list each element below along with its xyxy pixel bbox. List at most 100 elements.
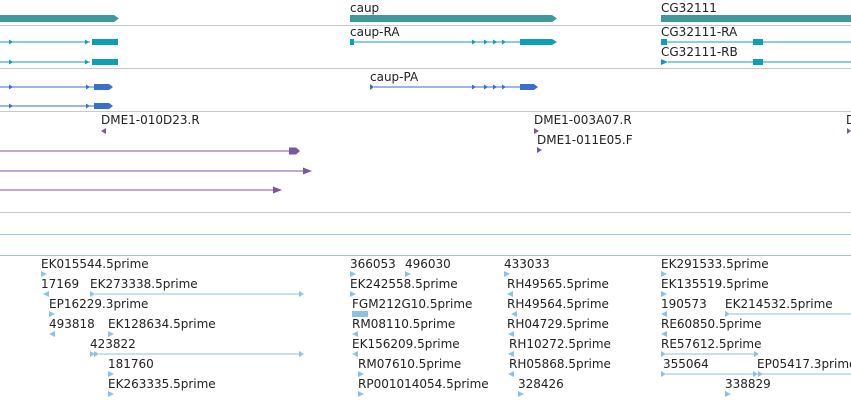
est-marker[interactable] bbox=[508, 351, 514, 357]
clone-track bbox=[0, 128, 851, 194]
est-marker[interactable] bbox=[661, 331, 667, 337]
transcript-label-cg32111-rb[interactable]: CG32111-RB bbox=[661, 45, 738, 59]
transcript-label-cg32111-ra[interactable]: CG32111-RA bbox=[661, 25, 738, 39]
est-marker[interactable] bbox=[108, 371, 114, 377]
est-label[interactable]: EP16229.3prime bbox=[49, 297, 149, 311]
est-feature[interactable] bbox=[90, 351, 304, 357]
est-label[interactable]: RE60850.5prime bbox=[661, 317, 762, 331]
clone-end-marker[interactable] bbox=[534, 128, 539, 134]
gene-feature[interactable] bbox=[0, 15, 119, 22]
transcript-caup-ra[interactable] bbox=[350, 39, 557, 45]
protein-feature[interactable] bbox=[0, 103, 113, 109]
est-label[interactable]: RH49564.5prime bbox=[507, 297, 609, 311]
est-marker[interactable] bbox=[352, 311, 368, 317]
est-label[interactable]: RH10272.5prime bbox=[509, 337, 611, 351]
clone-feature[interactable] bbox=[0, 186, 282, 194]
est-label[interactable]: EP05417.3prime bbox=[757, 357, 851, 371]
clone-end-marker[interactable] bbox=[537, 147, 542, 153]
transcript-cg32111-rb[interactable] bbox=[661, 59, 851, 65]
clone-label[interactable]: DME1-011E05.F bbox=[537, 133, 633, 147]
est-marker[interactable] bbox=[508, 371, 514, 377]
clone-label[interactable]: DME1-003A07.R bbox=[534, 113, 632, 127]
est-label[interactable]: EK156209.5prime bbox=[352, 337, 460, 351]
est-feature[interactable] bbox=[90, 291, 304, 297]
est-label[interactable]: 181760 bbox=[108, 357, 154, 371]
est-label[interactable]: 355064 bbox=[663, 357, 709, 371]
est-label[interactable]: RM08110.5prime bbox=[352, 317, 456, 331]
est-label[interactable]: RH49565.5prime bbox=[507, 277, 609, 291]
est-marker[interactable] bbox=[49, 311, 55, 317]
est-label[interactable]: 493818 bbox=[49, 317, 95, 331]
est-label[interactable]: RH04729.5prime bbox=[507, 317, 609, 331]
clone-end-marker[interactable] bbox=[847, 128, 851, 134]
est-marker[interactable] bbox=[518, 391, 524, 397]
est-marker[interactable] bbox=[508, 331, 514, 337]
est-marker[interactable] bbox=[352, 331, 358, 337]
est-label[interactable]: EK291533.5prime bbox=[661, 257, 769, 271]
track-separator bbox=[0, 111, 851, 112]
est-label[interactable]: EK273338.5prime bbox=[90, 277, 198, 291]
transcript-feature[interactable] bbox=[0, 59, 118, 65]
est-marker[interactable] bbox=[108, 391, 114, 397]
clone-label[interactable]: D bbox=[846, 113, 851, 127]
est-marker[interactable] bbox=[350, 291, 356, 297]
est-label[interactable]: EK263335.5prime bbox=[108, 377, 216, 391]
est-label[interactable]: 328426 bbox=[518, 377, 564, 391]
est-label[interactable]: EK135519.5prime bbox=[661, 277, 769, 291]
est-track bbox=[41, 271, 851, 397]
est-feature[interactable] bbox=[661, 351, 759, 357]
track-separator bbox=[0, 234, 851, 235]
transcript-label-caup-ra[interactable]: caup-RA bbox=[350, 25, 400, 39]
est-label[interactable]: 433033 bbox=[504, 257, 550, 271]
gene-feature-caup[interactable] bbox=[350, 15, 557, 22]
est-label[interactable]: EK128634.5prime bbox=[108, 317, 216, 331]
transcript-feature[interactable] bbox=[0, 39, 118, 45]
est-label[interactable]: EK242558.5prime bbox=[350, 277, 458, 291]
est-label[interactable]: 366053 bbox=[350, 257, 396, 271]
est-label[interactable]: RH05868.5prime bbox=[509, 357, 611, 371]
est-feature[interactable] bbox=[661, 371, 851, 377]
est-marker[interactable] bbox=[661, 291, 667, 297]
est-marker[interactable] bbox=[507, 291, 513, 297]
protein-caup-pa[interactable] bbox=[370, 84, 538, 90]
clone-feature[interactable] bbox=[0, 167, 312, 175]
est-marker[interactable] bbox=[49, 331, 55, 337]
clone-feature[interactable] bbox=[0, 147, 300, 155]
transcript-cg32111-ra[interactable] bbox=[661, 39, 851, 45]
transcript-track bbox=[0, 39, 851, 65]
gene-feature-cg32111[interactable] bbox=[661, 15, 851, 22]
est-label[interactable]: 338829 bbox=[725, 377, 771, 391]
est-label[interactable]: 17169 bbox=[41, 277, 80, 291]
est-marker[interactable] bbox=[358, 371, 364, 377]
est-label[interactable]: RM07610.5prime bbox=[358, 357, 462, 371]
est-feature[interactable] bbox=[725, 311, 851, 317]
est-marker[interactable] bbox=[725, 391, 731, 397]
est-label[interactable]: 190573 bbox=[661, 297, 707, 311]
est-label[interactable]: 496030 bbox=[405, 257, 451, 271]
est-marker[interactable] bbox=[504, 271, 510, 277]
est-label[interactable]: FGM212G10.5prime bbox=[352, 297, 473, 311]
est-marker[interactable] bbox=[43, 291, 49, 297]
est-label[interactable]: EK015544.5prime bbox=[41, 257, 149, 271]
protein-label-caup-pa[interactable]: caup-PA bbox=[370, 70, 419, 84]
est-marker[interactable] bbox=[352, 351, 358, 357]
est-marker[interactable] bbox=[41, 271, 47, 277]
est-marker[interactable] bbox=[511, 311, 517, 317]
gene-label-caup[interactable]: caup bbox=[350, 1, 380, 15]
gene-track bbox=[0, 15, 851, 22]
est-marker[interactable] bbox=[358, 391, 364, 397]
clone-end-marker[interactable] bbox=[101, 128, 106, 134]
est-label[interactable]: RP001014054.5prime bbox=[358, 377, 489, 391]
est-marker[interactable] bbox=[108, 331, 114, 337]
est-marker[interactable] bbox=[661, 311, 667, 317]
est-label[interactable]: 423822 bbox=[90, 337, 136, 351]
est-marker[interactable] bbox=[405, 271, 411, 277]
est-marker[interactable] bbox=[661, 271, 667, 277]
est-label[interactable]: EK214532.5prime bbox=[725, 297, 833, 311]
est-label[interactable]: RE57612.5prime bbox=[661, 337, 762, 351]
clone-label[interactable]: DME1-010D23.R bbox=[101, 113, 200, 127]
track-separator bbox=[0, 25, 851, 26]
est-marker[interactable] bbox=[350, 271, 356, 277]
gene-label-cg32111[interactable]: CG32111 bbox=[661, 1, 717, 15]
protein-feature[interactable] bbox=[0, 84, 113, 90]
